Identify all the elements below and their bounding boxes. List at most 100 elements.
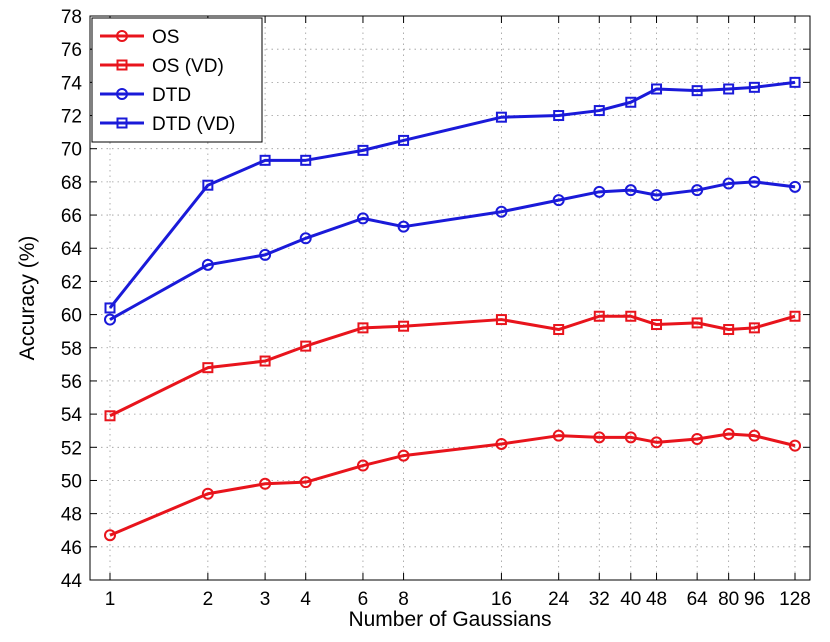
data-point-os	[624, 431, 637, 444]
axis-ticks	[90, 15, 810, 581]
y-tick-label: 46	[61, 538, 82, 559]
data-point-os	[789, 439, 801, 452]
data-point-dtd-vd	[691, 85, 703, 97]
data-point-dtd	[259, 248, 272, 261]
data-point-os	[201, 487, 214, 500]
x-tick-label: 1	[105, 589, 116, 610]
y-tick-label: 58	[61, 339, 82, 360]
y-tick-label: 60	[61, 306, 82, 327]
legend-label-os-vd: OS (VD)	[152, 56, 224, 77]
y-tick-label: 54	[61, 405, 83, 426]
data-point-dtd	[691, 184, 704, 197]
x-tick-label: 3	[260, 589, 271, 610]
y-tick-label: 62	[61, 272, 82, 293]
series-line-dtd-vd	[108, 80, 796, 309]
data-point-os-vd	[553, 324, 565, 336]
data-point-dtd-vd	[202, 179, 214, 191]
data-point-os-vd	[202, 362, 214, 374]
data-point-dtd	[495, 205, 508, 218]
data-point-os	[593, 431, 606, 444]
x-tick-label: 4	[300, 589, 311, 610]
y-tick-label: 48	[61, 505, 82, 526]
series-os-vd	[104, 310, 801, 422]
legend-label-dtd-vd: DTD (VD)	[152, 114, 235, 135]
y-tick-label: 78	[61, 7, 82, 28]
y-tick-label: 72	[61, 107, 82, 128]
y-tick-label: 52	[61, 438, 82, 459]
y-axis-title: Accuracy (%)	[16, 236, 39, 361]
data-point-os	[722, 428, 735, 441]
data-point-os-vd	[398, 320, 410, 332]
data-point-dtd	[356, 212, 369, 225]
data-point-os-vd	[789, 310, 801, 322]
data-point-dtd	[552, 194, 565, 207]
data-point-dtd-vd	[259, 154, 271, 166]
data-point-dtd	[722, 177, 735, 190]
x-tick-label: 128	[779, 589, 811, 610]
y-tick-label: 64	[61, 239, 83, 260]
data-point-os	[299, 476, 312, 489]
data-point-os-vd	[259, 355, 271, 367]
legend-box	[91, 17, 263, 143]
data-point-os-vd	[691, 317, 703, 329]
data-point-dtd-vd	[104, 302, 116, 314]
data-point-dtd	[789, 180, 801, 193]
data-point-dtd-vd	[748, 81, 760, 93]
series-dtd-vd	[104, 76, 801, 314]
data-point-dtd-vd	[593, 105, 605, 117]
legend-label-dtd: DTD	[152, 85, 191, 106]
y-tick-label: 68	[61, 173, 82, 194]
data-point-dtd	[650, 189, 663, 202]
legend-marker-os	[116, 30, 128, 42]
x-tick-label: 16	[491, 589, 512, 610]
legend-marker-dtd-vd	[116, 117, 128, 129]
x-tick-label: 8	[398, 589, 409, 610]
x-tick-label: 80	[718, 589, 739, 610]
y-tick-label: 76	[61, 40, 82, 61]
legend-marker-dtd	[116, 88, 128, 100]
data-point-dtd	[104, 313, 116, 326]
data-point-dtd	[397, 220, 410, 233]
series-dtd	[104, 175, 801, 326]
data-point-os	[356, 459, 369, 472]
x-axis-title: Number of Gaussians	[348, 608, 551, 631]
y-tick-label: 70	[61, 140, 82, 161]
series-line-dtd	[109, 180, 796, 321]
y-tick-label: 50	[61, 471, 82, 492]
data-point-os	[748, 429, 761, 442]
data-point-os-vd	[357, 322, 369, 334]
data-point-dtd-vd	[357, 144, 369, 156]
data-point-os	[495, 437, 508, 450]
data-point-dtd-vd	[300, 154, 312, 166]
y-tick-label: 44	[61, 571, 83, 592]
x-tick-label: 48	[646, 589, 667, 610]
data-point-os-vd	[651, 319, 663, 331]
data-point-dtd	[593, 185, 606, 198]
data-point-dtd-vd	[625, 96, 637, 108]
x-tick-label: 24	[548, 589, 570, 610]
data-point-os-vd	[104, 410, 116, 422]
data-point-dtd-vd	[553, 110, 565, 122]
data-point-os-vd	[593, 310, 605, 322]
x-tick-label: 2	[203, 589, 214, 610]
data-point-os	[397, 449, 410, 462]
legend-label-os: OS	[152, 27, 179, 48]
plot-frame	[89, 15, 811, 581]
y-tick-label: 56	[61, 372, 82, 393]
data-point-os	[259, 477, 272, 490]
legend-marker-os-vd	[116, 59, 128, 71]
x-tick-label: 6	[358, 589, 369, 610]
data-point-dtd	[201, 258, 214, 271]
data-point-os-vd	[723, 324, 735, 336]
data-point-os	[552, 429, 565, 442]
data-point-dtd	[299, 232, 312, 245]
data-point-os	[650, 436, 663, 449]
data-point-dtd	[748, 175, 761, 188]
data-point-dtd-vd	[789, 76, 801, 88]
data-point-os	[691, 433, 704, 445]
grid	[90, 16, 810, 580]
x-tick-label: 32	[589, 589, 610, 610]
y-tick-label: 74	[61, 73, 83, 94]
series-line-os-vd	[109, 314, 796, 418]
data-point-os-vd	[748, 322, 760, 334]
